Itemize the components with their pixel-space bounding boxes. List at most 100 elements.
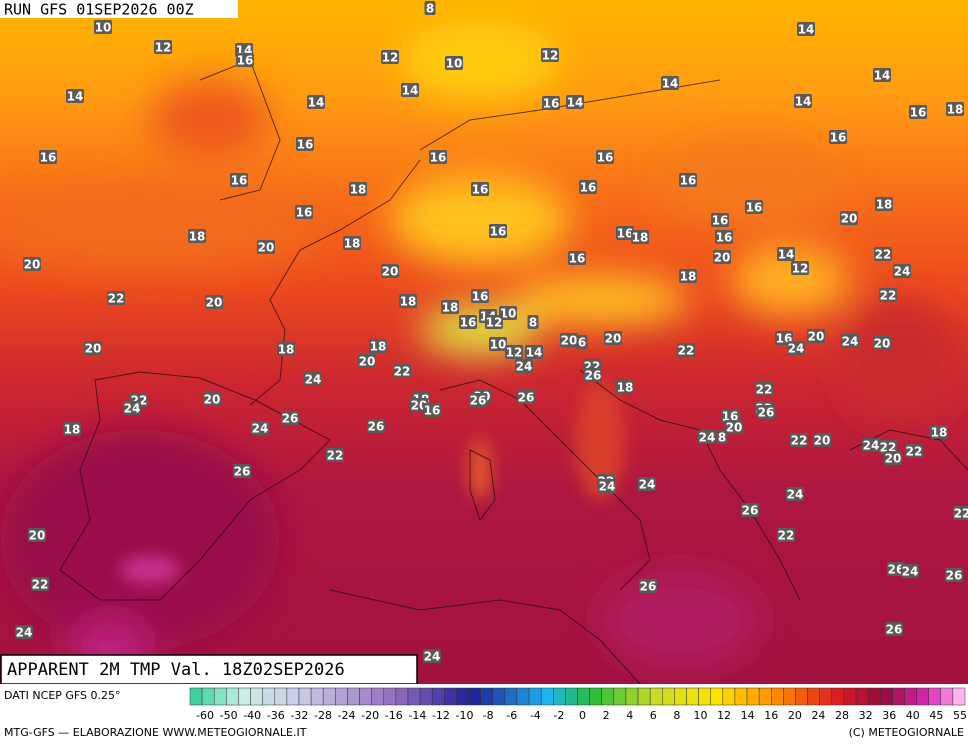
temp-label: 24	[424, 650, 441, 664]
temp-label: 18	[370, 340, 387, 354]
temp-label: 24	[124, 402, 141, 416]
scale-cell	[516, 687, 530, 706]
temp-label: 20	[814, 434, 831, 448]
label-box	[188, 229, 206, 243]
temp-label: 18	[680, 270, 697, 284]
label-box	[698, 430, 716, 444]
scale-cell	[565, 687, 578, 706]
temp-label: 6	[578, 336, 586, 350]
scale-cell	[746, 687, 760, 706]
temp-label: 24	[842, 335, 859, 349]
label-box	[616, 226, 634, 240]
label-box	[721, 409, 739, 423]
label-box	[794, 94, 812, 108]
map-title: APPARENT 2M TMP Val. 18Z02SEP2026	[7, 660, 345, 680]
header-box: RUN GFS 01SEP2026 00Z	[0, 0, 238, 19]
temp-label: 14	[402, 84, 419, 98]
scale-cell	[952, 687, 966, 706]
scale-label: -8	[483, 709, 494, 722]
label-box	[879, 288, 897, 302]
label-box	[499, 306, 517, 320]
temp-label: 26	[282, 412, 299, 426]
scale-label: 14	[741, 709, 755, 722]
scale-cell	[843, 687, 857, 706]
scale-label: 4	[626, 709, 633, 722]
label-box	[873, 336, 891, 350]
temp-label: 14	[778, 248, 795, 262]
temp-label: 16	[716, 231, 733, 245]
temp-label: 14	[798, 23, 815, 37]
temp-label: 8	[426, 2, 434, 16]
scale-cell	[553, 687, 566, 706]
label-box	[66, 89, 84, 103]
label-box	[358, 354, 376, 368]
temp-label: 12	[542, 49, 559, 63]
temp-label: 20	[726, 421, 743, 435]
scale-cell	[867, 687, 881, 706]
label-box	[576, 335, 588, 349]
temp-label: 10	[95, 21, 112, 35]
temp-label: 12	[382, 51, 399, 65]
label-box	[296, 137, 314, 151]
label-box	[787, 341, 805, 355]
scale-label: -10	[456, 709, 474, 722]
temp-label: 16	[910, 106, 927, 120]
scale-cell	[722, 687, 736, 706]
temp-label: 26	[518, 391, 535, 405]
scale-cell	[395, 687, 409, 706]
scale-label: 2	[603, 709, 610, 722]
label-box	[862, 438, 880, 452]
scale-label: 32	[859, 709, 873, 722]
label-box	[813, 433, 831, 447]
label-box	[429, 150, 447, 164]
temp-label: 20	[206, 296, 223, 310]
temp-label: 18	[64, 423, 81, 437]
label-box	[542, 96, 560, 110]
temp-label: 20	[885, 452, 902, 466]
label-box	[94, 20, 112, 34]
temp-label: 26	[640, 580, 657, 594]
temp-label: 26	[234, 465, 251, 479]
label-box	[604, 331, 622, 345]
label-box	[515, 359, 533, 373]
label-box	[399, 294, 417, 308]
scale-cell	[262, 687, 276, 706]
label-box	[598, 479, 616, 493]
temp-label: 18	[947, 103, 964, 117]
scale-cell	[904, 687, 917, 706]
label-box	[527, 315, 539, 329]
temp-label: 16	[237, 54, 254, 68]
label-box	[517, 390, 535, 404]
label-box	[711, 213, 729, 227]
temp-label: 10	[490, 338, 507, 352]
temp-label: 24	[699, 431, 716, 445]
temp-label: 14	[874, 69, 891, 83]
scale-cell	[456, 687, 469, 706]
label-box	[807, 329, 825, 343]
label-box	[579, 180, 597, 194]
scale-label: 40	[906, 709, 920, 722]
scale-label: 36	[882, 709, 896, 722]
temp-label: 22	[875, 248, 892, 262]
scale-cell	[795, 687, 808, 706]
scale-label: -60	[196, 709, 214, 722]
label-box	[797, 22, 815, 36]
label-box	[777, 247, 795, 261]
label-box	[584, 368, 602, 382]
scale-label: 16	[764, 709, 778, 722]
temp-label: 22	[778, 529, 795, 543]
label-box	[257, 240, 275, 254]
label-box	[887, 562, 905, 576]
scale-cell	[298, 687, 312, 706]
scale-cell	[492, 687, 506, 706]
label-box	[560, 333, 578, 347]
temp-label: 24	[787, 488, 804, 502]
temp-label: 12	[155, 41, 172, 55]
temp-label: 18	[931, 426, 948, 440]
temp-label: 12	[506, 346, 523, 360]
temp-label: 24	[788, 342, 805, 356]
temp-label: 22	[954, 507, 968, 521]
temp-label: 16	[712, 214, 729, 228]
